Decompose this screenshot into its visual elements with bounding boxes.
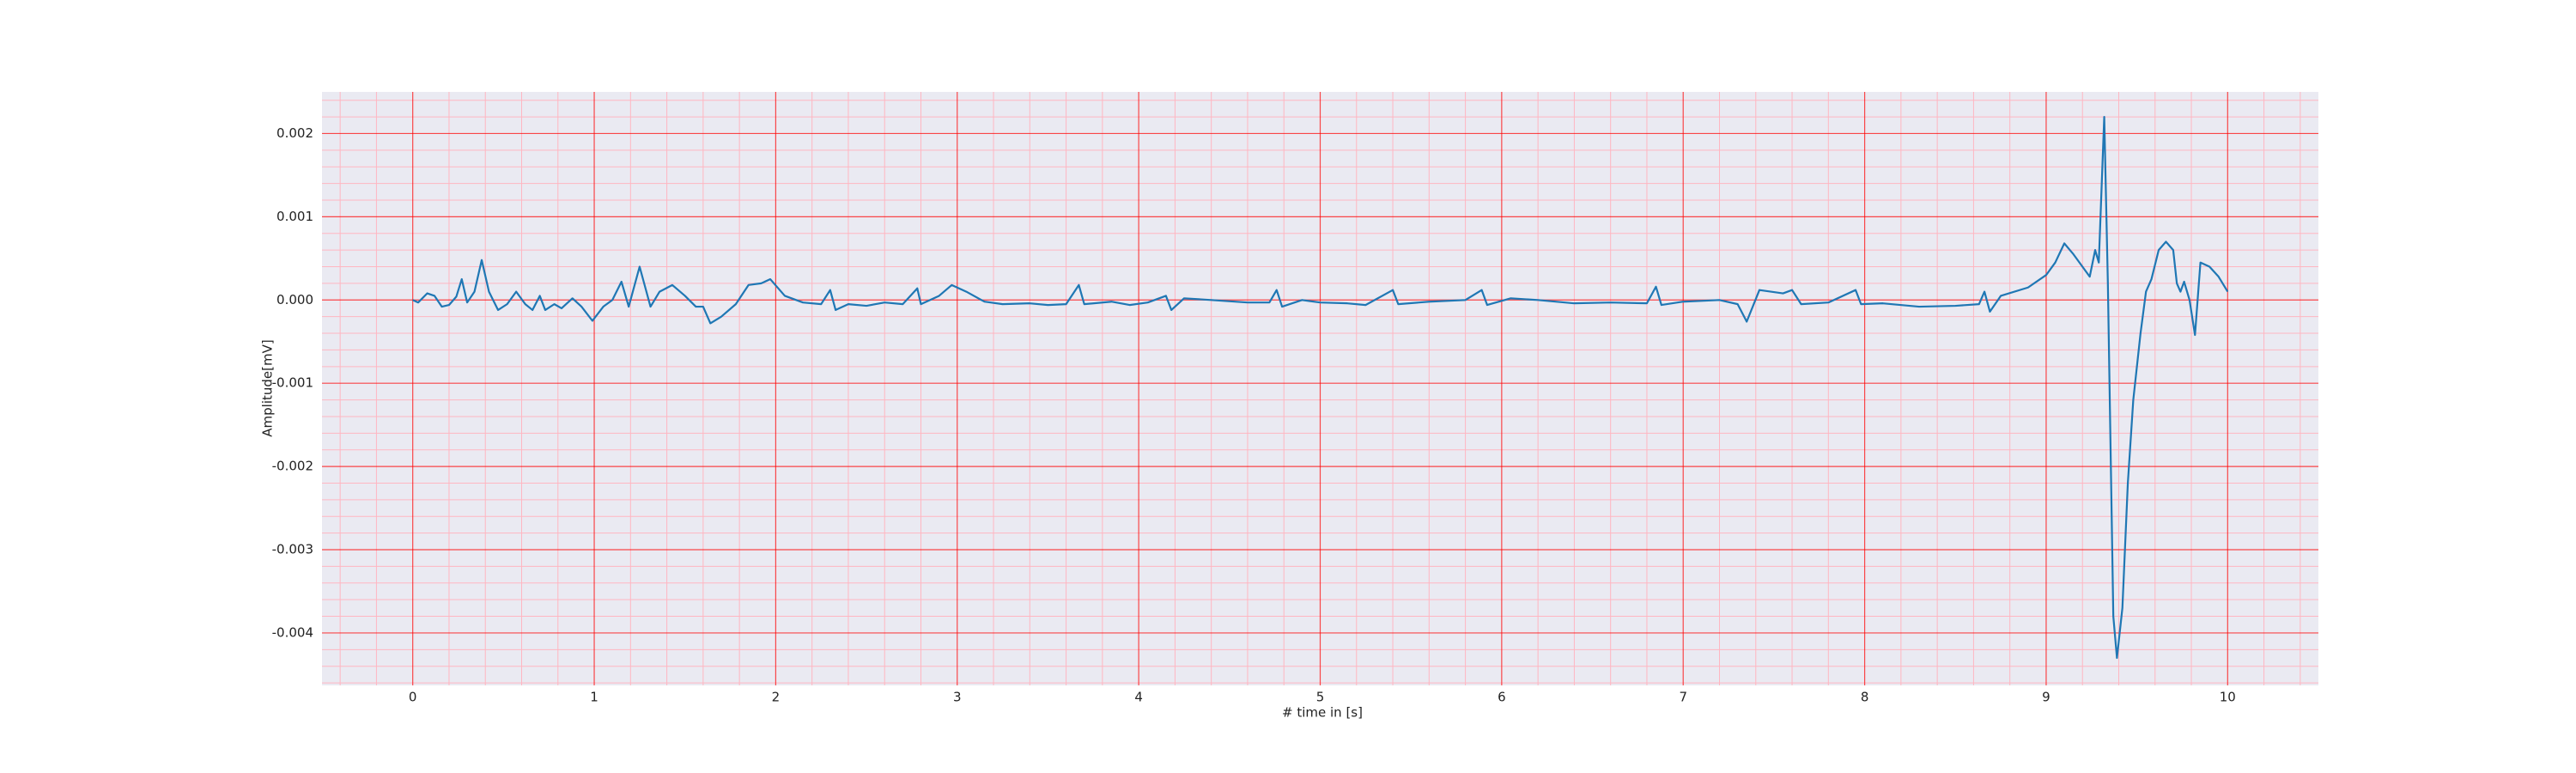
y-tick-label: 0.002 bbox=[276, 125, 313, 141]
x-tick-label: 6 bbox=[1498, 690, 1506, 705]
x-tick-label: 4 bbox=[1134, 690, 1143, 705]
signal-line bbox=[412, 115, 2229, 660]
x-tick-label: 8 bbox=[1861, 690, 1869, 705]
y-axis-label: Amplitude[mV] bbox=[260, 339, 276, 436]
y-tick-label: -0.002 bbox=[272, 459, 313, 474]
x-tick-label: 10 bbox=[2220, 690, 2236, 705]
x-tick-label: 0 bbox=[409, 690, 417, 705]
x-axis-label: # time in [s] bbox=[1282, 705, 1363, 721]
y-tick-label: -0.001 bbox=[272, 375, 313, 391]
x-tick-label: 5 bbox=[1316, 690, 1325, 705]
x-tick-label: 2 bbox=[772, 690, 781, 705]
x-tick-label: 9 bbox=[2042, 690, 2050, 705]
y-tick-label: 0.001 bbox=[276, 209, 313, 224]
x-tick-label: 1 bbox=[590, 690, 598, 705]
x-tick-label: 3 bbox=[953, 690, 962, 705]
y-tick-label: -0.004 bbox=[272, 624, 313, 640]
y-tick-label: -0.003 bbox=[272, 542, 313, 557]
y-tick-label: 0.000 bbox=[276, 292, 313, 307]
x-tick-label: 7 bbox=[1679, 690, 1687, 705]
